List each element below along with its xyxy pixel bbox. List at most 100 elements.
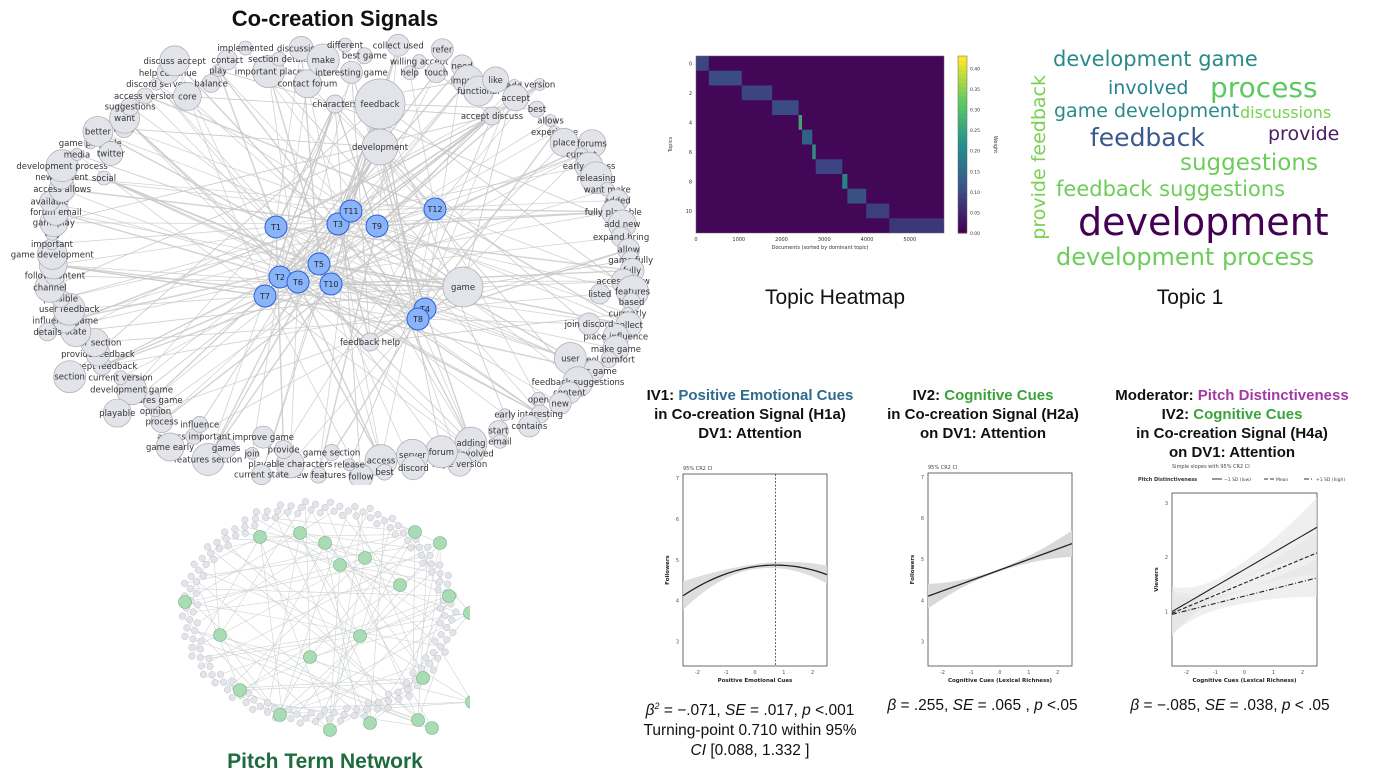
colorbar-segment xyxy=(958,69,967,75)
term-node: feedback help xyxy=(340,332,400,352)
pitch-term-node xyxy=(293,710,301,718)
colorbar-segment xyxy=(958,82,967,88)
term-circle xyxy=(120,97,140,116)
edge xyxy=(330,269,633,285)
pitch-edge xyxy=(275,517,371,724)
pitch-edge xyxy=(434,640,470,700)
pitch-term-node xyxy=(414,682,422,690)
edge xyxy=(117,115,493,414)
term-node: new xyxy=(548,392,572,415)
pitch-term-node xyxy=(373,705,381,713)
pitch-term-node xyxy=(194,566,202,574)
edge xyxy=(53,115,493,224)
term-label: make xyxy=(312,56,335,66)
topic-label: T12 xyxy=(426,205,442,214)
y-tick-label: 4 xyxy=(676,599,679,605)
pitch-term-node xyxy=(448,616,456,624)
title-highlight: Cognitive Cues xyxy=(944,387,1054,404)
topic-node: T11 xyxy=(339,199,363,223)
term-node: place xyxy=(549,128,579,157)
word-involved: involved xyxy=(1108,77,1189,99)
term-node: development process xyxy=(16,149,108,183)
x-tick-label: 2 xyxy=(1056,670,1059,676)
pitch-hub-node xyxy=(333,558,347,572)
pitch-term-node xyxy=(189,635,197,643)
edge xyxy=(161,208,436,423)
title-highlight: Cognitive Cues xyxy=(1193,406,1303,423)
stat-value: = −.085, xyxy=(1139,697,1205,714)
term-node: twitter xyxy=(97,141,125,166)
colorbar-tick-label: 0.30 xyxy=(970,108,980,114)
colorbar-tick-label: 0.40 xyxy=(970,66,980,72)
term-label: playable characters xyxy=(248,460,333,470)
topic-circle xyxy=(307,252,331,276)
edge xyxy=(97,131,339,225)
heatmap-caption: Topic Heatmap xyxy=(764,286,906,309)
edge xyxy=(217,70,352,212)
pitch-edges xyxy=(182,501,470,731)
term-label: releasing xyxy=(577,174,616,184)
stat-value: = .255, xyxy=(896,697,953,714)
edge xyxy=(434,208,614,213)
topic-circle xyxy=(423,197,447,221)
term-circle xyxy=(251,464,272,485)
pitch-term-node xyxy=(449,628,457,636)
pitch-edge xyxy=(296,542,441,715)
term-node: best xyxy=(528,100,547,118)
pitch-edge xyxy=(279,657,438,716)
pitch-term-node xyxy=(297,504,305,512)
pitch-term-node xyxy=(452,608,460,616)
pitch-term-node xyxy=(350,712,358,720)
pitch-term-node xyxy=(437,631,445,639)
pitch-hub-node xyxy=(358,551,372,565)
term-label: discord server xyxy=(126,80,187,90)
pitch-term-node xyxy=(326,715,334,723)
chart-subtitle: 95% CR2 CI xyxy=(928,465,957,471)
pitch-term-node xyxy=(380,517,388,525)
colorbar-tick-label: 0.20 xyxy=(970,149,980,155)
term-label: collect used xyxy=(373,41,424,51)
pitch-term-node xyxy=(321,706,329,714)
term-circle xyxy=(245,447,259,460)
stat-value: < .05 xyxy=(1290,697,1330,714)
x-tick-label: -1 xyxy=(1213,670,1218,676)
edge xyxy=(218,70,336,105)
x-axis-label: Documents (sorted by dominant topic) xyxy=(771,245,868,251)
term-label: current state xyxy=(234,471,289,481)
term-circle xyxy=(498,408,512,422)
x-tick-label: 5000 xyxy=(903,237,916,243)
colorbar-segment xyxy=(958,179,967,185)
term-node: game development xyxy=(11,239,94,270)
pitch-edge xyxy=(412,531,416,673)
edge xyxy=(318,263,464,288)
pitch-term-node xyxy=(312,718,320,726)
turning-point: Turning-point 0.710 within 95% xyxy=(643,722,857,740)
pitch-term-node xyxy=(434,654,442,662)
pitch-term-node xyxy=(211,679,219,687)
colorbar-segment xyxy=(958,78,967,84)
term-node: implemented xyxy=(217,40,274,56)
edge xyxy=(279,115,493,278)
result-3-stats: β = −.085, SE = .038, p < .05 xyxy=(1110,696,1350,716)
pitch-term-node xyxy=(284,508,292,516)
pitch-term-node xyxy=(213,538,221,546)
pitch-term-node xyxy=(426,660,434,668)
term-node: contains xyxy=(511,414,548,438)
term-node: version xyxy=(524,78,555,91)
y-tick-label: 6 xyxy=(676,517,679,523)
y-tick-label: 7 xyxy=(921,475,924,481)
y-tick-label: 5 xyxy=(921,557,924,563)
term-label: expand bring xyxy=(593,233,649,243)
term-label: playable xyxy=(99,409,135,419)
pitch-term-node xyxy=(199,670,207,678)
term-label: development xyxy=(352,143,409,153)
term-label: media xyxy=(64,151,90,161)
colorbar-segment xyxy=(958,228,967,234)
pitch-term-node xyxy=(181,632,189,640)
colorbar-segment xyxy=(958,184,967,190)
chart-moderation-simple-slopes: -2 -1 0 1 2 1 2 3 Cognitive Cues (Lexical Richne… xyxy=(1138,464,1345,684)
term-label: best xyxy=(528,105,547,115)
edge xyxy=(61,188,299,283)
term-node: social xyxy=(92,170,116,186)
pitch-term-node xyxy=(198,554,206,562)
